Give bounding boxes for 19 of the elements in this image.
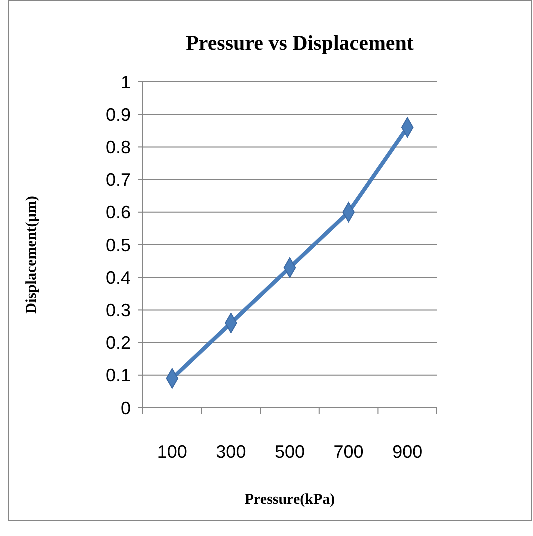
y-tick-label: 0.5 bbox=[106, 235, 131, 256]
y-tick-label: 0.8 bbox=[106, 138, 131, 158]
y-tick-label: 0.4 bbox=[106, 268, 131, 288]
y-axis-title: Displacement(µm) bbox=[24, 196, 40, 314]
x-tick-label: 100 bbox=[157, 442, 188, 462]
x-tick-label: 700 bbox=[334, 442, 364, 462]
y-tick-label: 0.6 bbox=[106, 202, 131, 223]
y-tick-label: 0.7 bbox=[106, 170, 131, 190]
x-axis-title: Pressure(kPa) bbox=[244, 492, 336, 508]
chart-title: Pressure vs Displacement bbox=[186, 31, 414, 55]
y-tick-label: 0.1 bbox=[106, 366, 131, 386]
y-tick-label: 1 bbox=[120, 72, 131, 92]
y-tick-label: 0.2 bbox=[106, 333, 131, 354]
y-tick-label: 0 bbox=[120, 398, 131, 418]
y-tick-label: 0.3 bbox=[106, 300, 131, 320]
x-tick-label: 300 bbox=[216, 442, 246, 462]
y-tick-label: 0.9 bbox=[106, 104, 131, 125]
x-tick-label: 500 bbox=[274, 442, 306, 462]
x-tick-label: 900 bbox=[392, 442, 423, 462]
